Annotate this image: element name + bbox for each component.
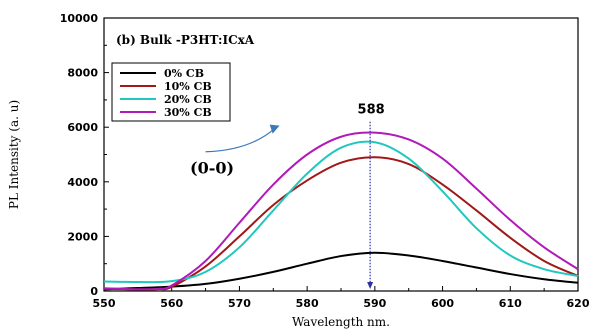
peak-marker-arrowhead <box>367 282 374 289</box>
chart-title: (b) Bulk -P3HT:ICxA <box>116 33 255 47</box>
x-tick-label: 590 <box>363 297 386 310</box>
series-line-3 <box>103 131 579 291</box>
y-tick-label: 2000 <box>67 230 98 243</box>
annotations: 588 (0-0) <box>190 103 385 289</box>
plot-frame <box>103 17 579 292</box>
legend-entry-label: 20% CB <box>164 93 212 106</box>
x-axis-title: Wavelength nm. <box>292 315 390 329</box>
y-tick-label: 6000 <box>67 121 98 134</box>
x-axis-ticks: 550 560 570 580 590 600 610 620 <box>93 286 590 310</box>
y-tick-label: 0 <box>90 285 98 298</box>
y-axis-title: PL Intensity (a. u) <box>7 100 21 209</box>
x-tick-label: 600 <box>431 297 454 310</box>
legend-entry-label: 10% CB <box>164 80 212 93</box>
y-tick-label: 4000 <box>67 176 98 189</box>
legend-entry-label: 0% CB <box>164 67 204 80</box>
x-tick-label: 570 <box>228 297 251 310</box>
curved-annotation-arrow <box>205 128 276 153</box>
peak-wavelength-label: 588 <box>358 103 385 118</box>
x-tick-label: 610 <box>499 297 522 310</box>
y-tick-label: 10000 <box>60 12 99 25</box>
series-line-0 <box>103 251 579 291</box>
plot-area: 550 560 570 580 590 600 610 620 0 2000 4000 6000 80… <box>60 12 590 310</box>
curved-annotation-arrowhead <box>269 124 280 134</box>
x-tick-label: 550 <box>93 297 116 310</box>
series-lines <box>103 131 579 291</box>
y-axis-ticks: 0 2000 4000 6000 8000 10000 <box>60 12 109 298</box>
x-tick-label: 620 <box>567 297 590 310</box>
transition-label: (0-0) <box>190 159 234 178</box>
y-tick-label: 8000 <box>67 67 98 80</box>
x-tick-label: 580 <box>296 297 319 310</box>
series-line-1 <box>103 156 579 291</box>
x-tick-label: 560 <box>160 297 183 310</box>
legend-entry-label: 30% CB <box>164 106 212 119</box>
